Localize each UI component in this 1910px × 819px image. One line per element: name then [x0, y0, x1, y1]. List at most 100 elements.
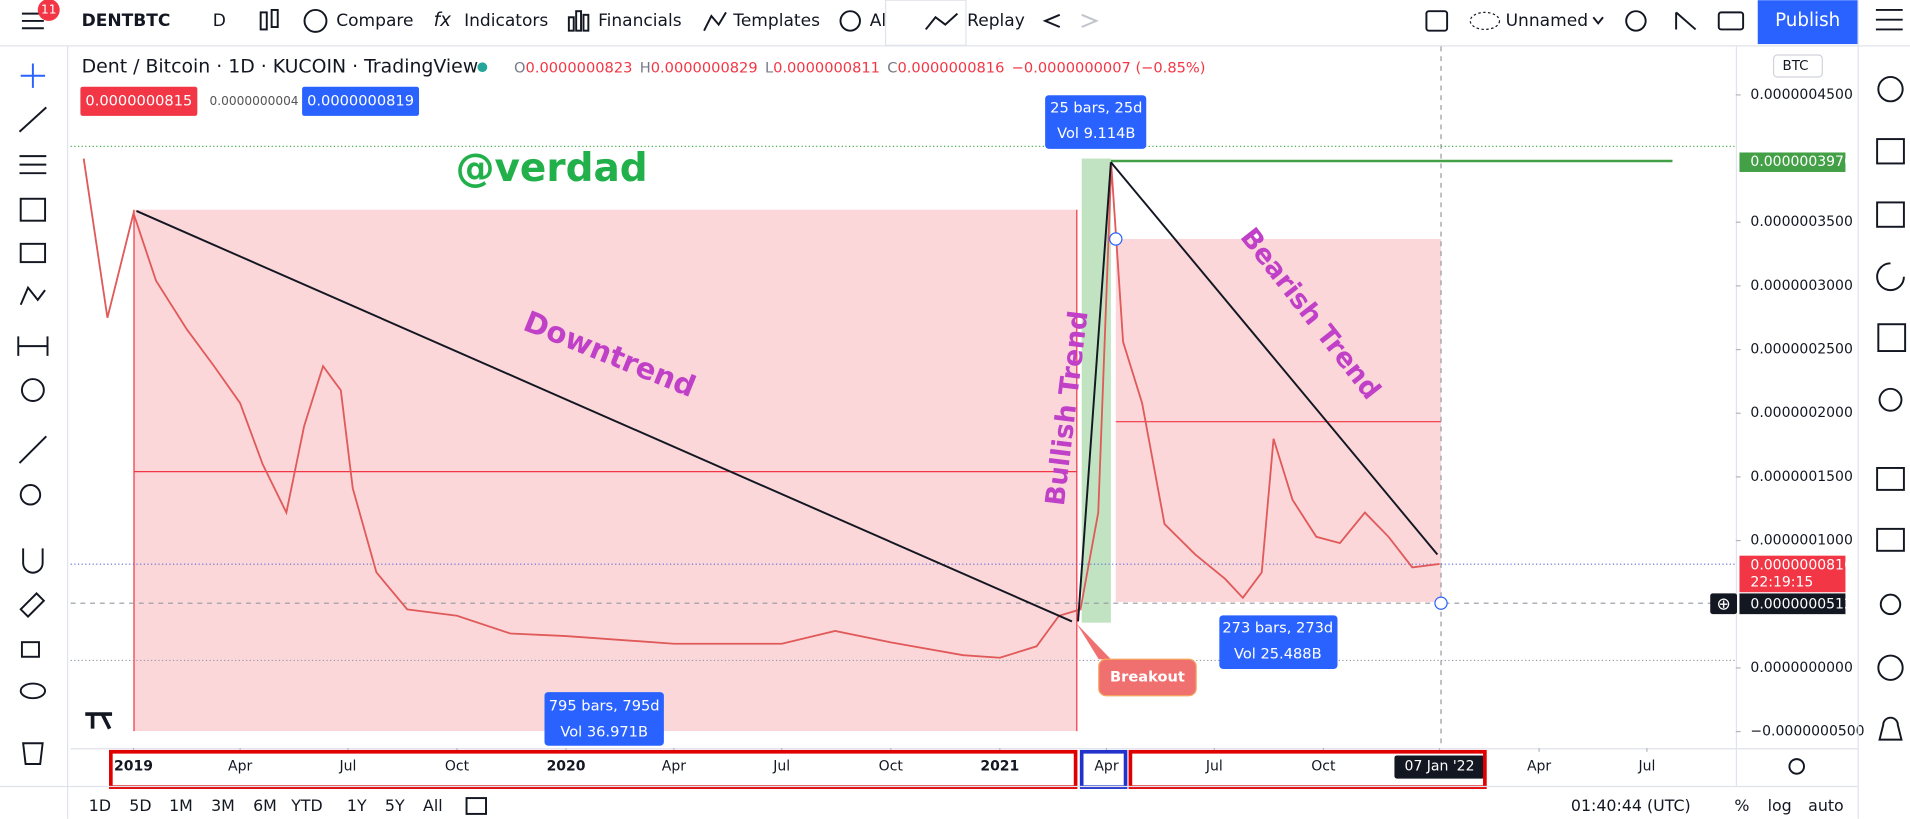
symbol[interactable]: DENTBTC — [82, 11, 171, 31]
range-button[interactable]: YTD — [290, 796, 323, 815]
ask[interactable]: 0.0000000819 — [307, 92, 414, 109]
x-tick-label: Jul — [339, 758, 357, 774]
watermark: @verdad — [456, 146, 648, 191]
toolbar-item[interactable]: Financials — [598, 11, 682, 31]
indicators-icon: fx — [434, 10, 451, 31]
y-tick-label: 0.0000004500 — [1750, 87, 1852, 103]
chevron[interactable] — [1592, 16, 1604, 25]
plot — [82, 158, 1440, 659]
target-price: 0.0000003976 — [1750, 154, 1853, 170]
publish-button[interactable] — [1757, 0, 1858, 45]
date-range-icon[interactable] — [465, 797, 488, 815]
ohlc-key: C — [887, 59, 897, 76]
compare-icon[interactable] — [303, 8, 328, 33]
toolbar-item[interactable]: Replay — [967, 11, 1025, 31]
x-tick-label: Oct — [879, 758, 904, 774]
right-sidebar[interactable] — [1875, 8, 1907, 741]
layout-name[interactable]: Unnamed — [1506, 11, 1588, 31]
currency[interactable]: BTC — [1783, 59, 1809, 74]
ohlc-value: 0.0000000816 — [897, 59, 1004, 76]
time-axis: 2019 Apr Jul Oct 2020 Apr Jul Oct 2021 Apr Jul Oct 0… — [114, 748, 1655, 779]
drawings — [70, 46, 1736, 749]
x-tick-label: Apr — [228, 758, 252, 774]
log-toggle[interactable]: log — [1768, 796, 1792, 815]
range-info-text: Vol 36.971B — [560, 723, 648, 740]
x-tick-label: Jul — [1205, 758, 1223, 774]
price-axis: 0.0000004500 0.0000003500 0.0000003000 0.00… — [1735, 87, 1865, 740]
templates-icon[interactable] — [703, 11, 727, 32]
range-info-text: Vol 9.114B — [1057, 125, 1135, 142]
spread: 0.0000000004 — [210, 94, 299, 108]
auto-toggle[interactable]: auto — [1808, 796, 1844, 815]
settings-icon[interactable] — [1625, 10, 1647, 32]
bid[interactable]: 0.0000000815 — [85, 92, 192, 109]
undo-icon[interactable] — [1042, 13, 1061, 28]
range-info — [544, 692, 664, 746]
range-info-text: 273 bars, 273d — [1222, 620, 1333, 637]
percent-toggle[interactable]: % — [1734, 796, 1749, 815]
ohlc-value: 0.0000000823 — [526, 59, 633, 76]
range-button[interactable]: 1M — [169, 796, 193, 815]
badge — [37, 0, 60, 21]
toolbar-item[interactable]: Al — [870, 11, 886, 31]
range-info — [1045, 95, 1147, 149]
x-tick-label: 2021 — [980, 758, 1019, 774]
bearish-range — [1115, 238, 1442, 602]
y-tick-label: 0.0000003000 — [1750, 278, 1852, 294]
downtrend-range — [133, 209, 1077, 732]
trend-lines — [136, 161, 1448, 623]
range-info-text: 795 bars, 795d — [549, 698, 660, 715]
floating-toolbar — [884, 0, 967, 46]
currency-box[interactable] — [1772, 54, 1823, 78]
fullscreen-icon[interactable] — [1425, 10, 1449, 32]
range-button[interactable]: 5D — [129, 796, 151, 815]
toolbar-item[interactable]: Indicators — [464, 11, 548, 31]
ohlc-change: −0.0000000007 (−0.85%) — [1012, 59, 1206, 76]
buy-box[interactable] — [302, 86, 420, 116]
y-tick-label: 0.0000000000 — [1750, 660, 1852, 676]
cloud-icon[interactable] — [1469, 11, 1501, 31]
redo-icon[interactable] — [1081, 13, 1099, 28]
countdown: 22:19:15 — [1750, 574, 1813, 590]
x-tick-label: Jul — [772, 758, 790, 774]
toolbar-item[interactable]: Compare — [336, 11, 413, 31]
cursor-price: 0.0000000512 — [1750, 596, 1852, 612]
x-tick-label: Apr — [662, 758, 686, 774]
range-buttons: 1D 5D 1M 3M 6M YTD 1Y 5Y All — [89, 796, 443, 815]
sell-box[interactable] — [80, 86, 198, 116]
clock: 01:40:44 (UTC) — [1571, 796, 1691, 815]
callout-tail — [1076, 623, 1111, 660]
add-button[interactable] — [1710, 593, 1738, 615]
left-tools[interactable] — [17, 63, 49, 765]
range-button[interactable]: 6M — [253, 796, 277, 815]
replay-icon[interactable] — [925, 12, 959, 31]
ohlc-value: 0.0000000829 — [651, 59, 758, 76]
expand-icon[interactable] — [1675, 11, 1697, 31]
x-tick-label: Oct — [445, 758, 470, 774]
breakout-box — [1098, 658, 1197, 697]
y-tick-label: 0.0000001500 — [1750, 469, 1852, 485]
publish-label[interactable]: Publish — [1775, 10, 1840, 31]
range-button[interactable]: 1D — [89, 796, 111, 815]
x-tick-label: 07 Jan '22 — [1405, 758, 1475, 774]
ohlc: O0.0000000823 H0.0000000829 L0.0000000811 C… — [514, 59, 1205, 76]
range-button[interactable]: All — [423, 796, 443, 815]
x-tick-label: 2019 — [114, 758, 153, 774]
target-price-box — [1739, 152, 1846, 172]
x-tick-label: 2020 — [547, 758, 586, 774]
tv-logo — [85, 712, 113, 730]
alert-icon[interactable] — [839, 10, 861, 32]
camera-icon[interactable] — [1717, 11, 1745, 31]
interval[interactable]: D — [213, 11, 226, 31]
financials-icon[interactable] — [567, 10, 590, 32]
cursor-price-box — [1739, 593, 1846, 615]
axis-settings[interactable] — [1788, 758, 1805, 775]
range-button[interactable]: 5Y — [385, 796, 405, 815]
range-button[interactable]: 3M — [211, 796, 235, 815]
toolbar-item[interactable]: Templates — [732, 11, 820, 31]
x-tick-label: Oct — [1311, 758, 1336, 774]
range-button[interactable]: 1Y — [347, 796, 367, 815]
candle-icon[interactable] — [259, 8, 279, 31]
